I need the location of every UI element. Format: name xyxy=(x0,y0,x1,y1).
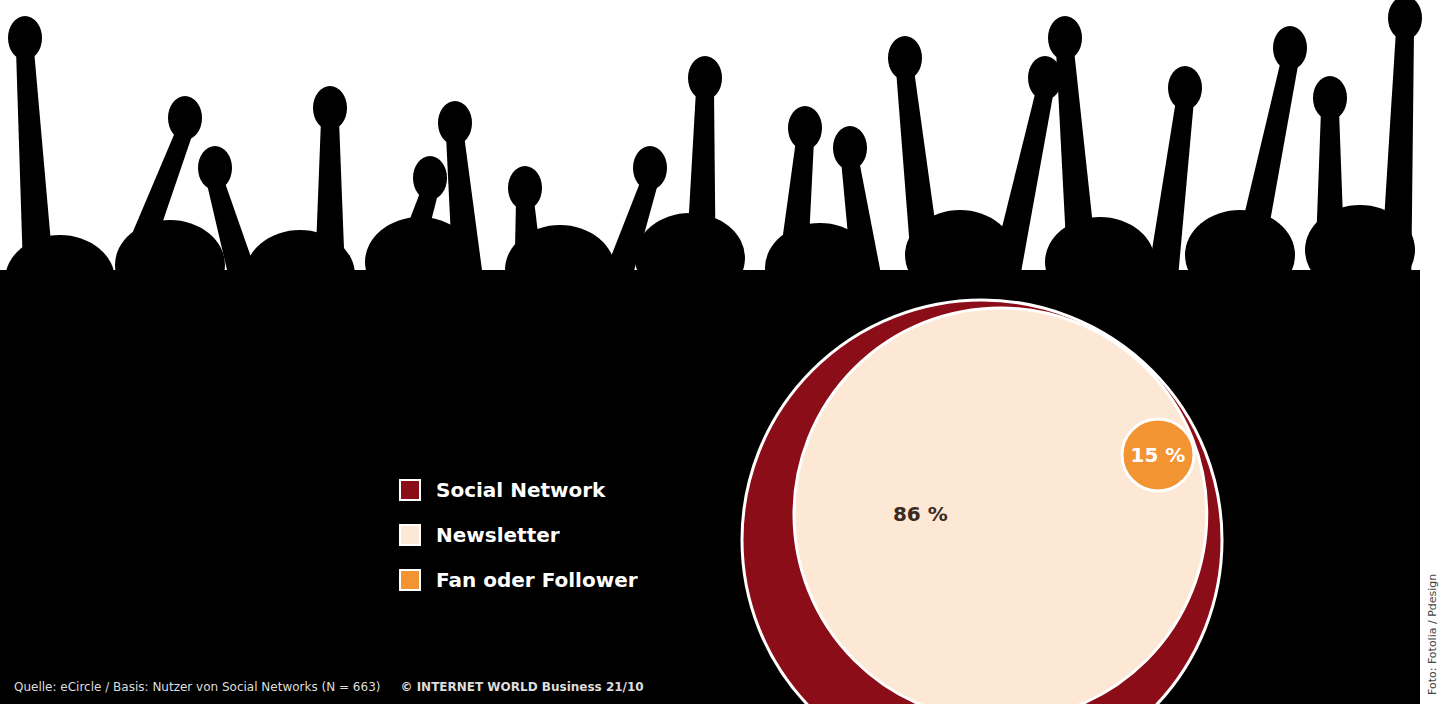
crowd-arm xyxy=(514,200,546,300)
data-label: 86 % xyxy=(893,502,948,526)
crowd-arm xyxy=(446,135,486,300)
plot xyxy=(742,300,1222,704)
crowd-arm xyxy=(896,70,946,300)
crowd-hand xyxy=(313,86,347,130)
crowd-arm xyxy=(984,90,1054,300)
crowd-arm xyxy=(314,120,346,300)
crowd-hand xyxy=(1313,76,1347,120)
legend-swatch xyxy=(400,480,420,500)
circle xyxy=(1122,419,1194,491)
crowd-hand xyxy=(788,106,822,150)
crowd-hand xyxy=(168,96,202,140)
background-fill xyxy=(0,0,1443,704)
crowd-hand xyxy=(438,101,472,145)
crowd-head xyxy=(5,235,115,325)
crowd-hand xyxy=(1388,0,1422,40)
crowd-arm xyxy=(206,180,266,300)
copyright: © INTERNET WORLD Business 21/10 xyxy=(400,680,643,694)
legend-label: Newsletter xyxy=(436,523,560,547)
crowd-hand xyxy=(8,16,42,60)
legend-label: Social Network xyxy=(436,478,606,502)
circle xyxy=(742,300,1222,704)
crowd-arm xyxy=(1056,50,1101,300)
photo-credit: Foto: Fotolia / Pdesign xyxy=(1426,574,1439,695)
crowd-arm xyxy=(1224,60,1299,300)
crowd-hand xyxy=(633,146,667,190)
crowd-arm xyxy=(1144,100,1194,300)
crowd-hand xyxy=(688,56,722,100)
background xyxy=(0,0,1443,704)
legend-swatch xyxy=(400,525,420,545)
crowd-hand xyxy=(1168,66,1202,110)
crowd-arm xyxy=(379,190,439,300)
crowd-hand xyxy=(1273,26,1307,70)
crowd-hand xyxy=(508,166,542,210)
legend-swatch xyxy=(400,570,420,590)
chart: 86 % 15 % Social Network Newsletter Fan oder… xyxy=(0,0,1443,704)
crowd-arm xyxy=(1379,30,1414,300)
crowd-arm xyxy=(841,160,886,300)
crowd-arm xyxy=(774,140,814,300)
crowd-arm xyxy=(1314,110,1346,300)
data-labels: 86 % 15 % xyxy=(893,443,1185,526)
legend: Social Network Newsletter Fan oder Followe… xyxy=(400,478,638,592)
source: Quelle: eCircle / Basis: Nutzer von Soci… xyxy=(14,680,380,694)
data-label: 15 % xyxy=(1131,443,1186,467)
crowd-arm xyxy=(16,50,56,300)
crowd-hand xyxy=(198,146,232,190)
crowd-hand xyxy=(413,156,447,200)
crowd-hand xyxy=(1048,16,1082,60)
crowd-arm xyxy=(104,130,194,300)
crowd-hand xyxy=(888,36,922,80)
circle xyxy=(794,308,1207,704)
crowd-arm xyxy=(594,180,659,300)
legend-label: Fan oder Follower xyxy=(436,568,638,592)
crowd-hand xyxy=(833,126,867,170)
crowd-arm xyxy=(684,90,716,300)
